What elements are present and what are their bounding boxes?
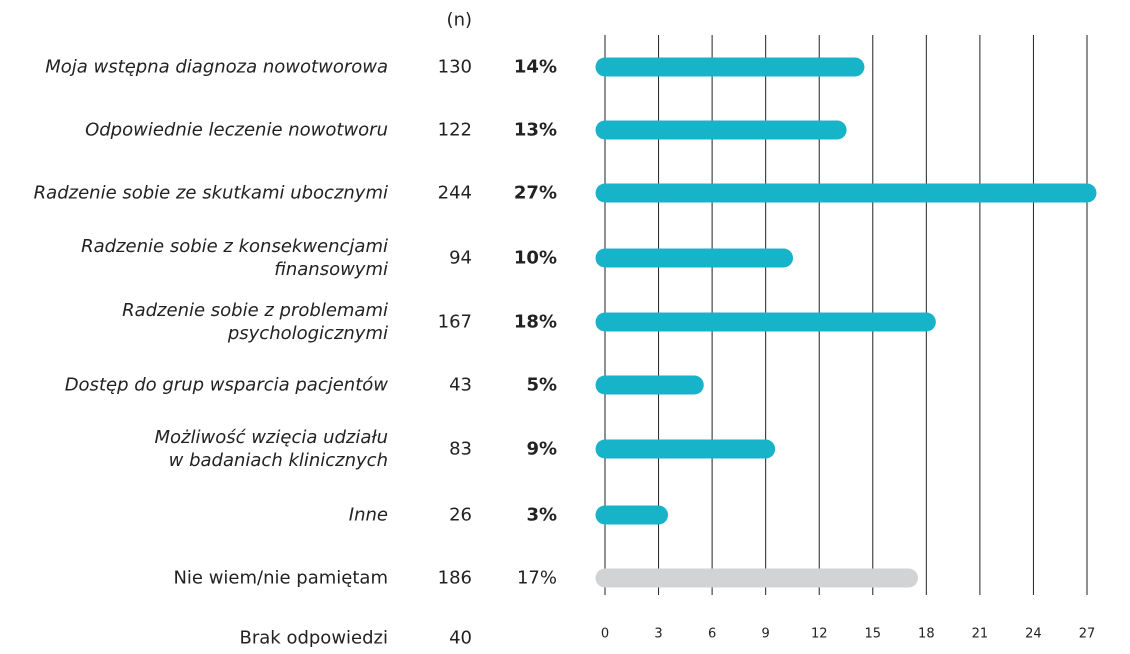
category-label: Radzenie sobie z problemami psychologicz… (122, 300, 388, 344)
count-label: 26 (449, 504, 472, 526)
count-label: 244 (437, 182, 472, 204)
category-label: Brak odpowiedzi (239, 627, 388, 649)
value-label: 5% (526, 374, 557, 396)
value-label: 3% (526, 504, 557, 526)
x-tick-label: 21 (971, 626, 989, 642)
value-label: 10% (513, 247, 557, 269)
value-label: 17% (516, 567, 557, 589)
x-tick-label: 0 (600, 626, 610, 642)
count-label: 94 (449, 247, 472, 269)
count-label: 122 (437, 119, 472, 141)
category-label: Radzenie sobie z konsekwencjami finansow… (81, 236, 388, 280)
value-label: 27% (513, 182, 557, 204)
category-label: Moja wstępna diagnoza nowotworowa (45, 56, 388, 78)
count-label: 40 (449, 627, 472, 649)
count-label: 186 (437, 567, 472, 589)
count-label: 83 (449, 438, 472, 460)
x-tick-label: 15 (864, 626, 882, 642)
value-label: 14% (513, 56, 557, 78)
category-label: Radzenie sobie ze skutkami ubocznymi (33, 182, 388, 204)
category-label: Dostęp do grup wsparcia pacjentów (64, 374, 388, 396)
value-label: 13% (513, 119, 557, 141)
x-tick-label: 3 (654, 626, 663, 642)
value-label: 9% (526, 438, 557, 460)
count-label: 43 (449, 374, 472, 396)
count-label: 130 (437, 56, 472, 78)
x-tick-label: 9 (761, 626, 770, 642)
category-label: Inne (348, 504, 388, 526)
x-tick-label: 24 (1025, 626, 1042, 642)
category-label: Nie wiem/nie pamiętam (173, 567, 388, 589)
value-label: 18% (513, 311, 557, 333)
x-tick-label: 18 (918, 626, 935, 642)
category-label: Możliwość wzięcia udziału w badaniach kl… (154, 427, 388, 471)
x-tick-label: 27 (1078, 626, 1096, 642)
category-label: Odpowiednie leczenie nowotworu (85, 119, 388, 141)
x-tick-label: 6 (707, 626, 717, 642)
x-tick-label: 12 (810, 626, 828, 642)
count-label: 167 (437, 311, 472, 333)
count-header: (n) (446, 9, 472, 31)
